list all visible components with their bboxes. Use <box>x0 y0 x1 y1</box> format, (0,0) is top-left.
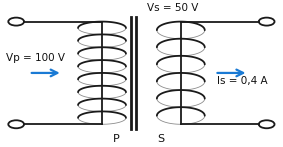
Text: P: P <box>113 134 119 144</box>
Text: Is = 0,4 A: Is = 0,4 A <box>217 76 268 86</box>
Text: Vp = 100 V: Vp = 100 V <box>6 53 65 63</box>
FancyArrowPatch shape <box>217 70 243 76</box>
Text: Vs = 50 V: Vs = 50 V <box>147 3 198 13</box>
FancyArrowPatch shape <box>32 70 57 76</box>
Text: S: S <box>158 134 165 144</box>
